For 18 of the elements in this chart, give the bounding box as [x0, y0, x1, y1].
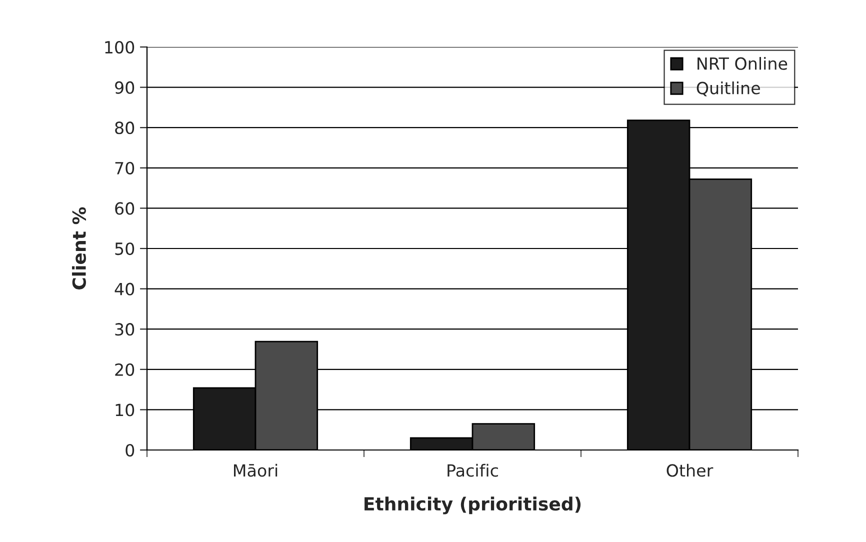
- y-tick-label: 60: [115, 202, 134, 215]
- y-tick-label: 20: [115, 363, 134, 376]
- y-tick-label: 0: [126, 444, 134, 457]
- y-tick-label: 80: [115, 122, 134, 134]
- legend-label: Quitline: [696, 81, 760, 96]
- y-tick-label: 50: [115, 242, 134, 256]
- y-tick-label: 90: [115, 81, 134, 94]
- y-tick-label: 30: [115, 323, 134, 336]
- y-axis-title: Client %: [72, 207, 86, 290]
- y-tick-label: 70: [115, 162, 134, 174]
- x-tick-label: Māori: [234, 464, 278, 477]
- y-tick-label: 40: [114, 282, 134, 296]
- legend-label: NRT Online: [698, 57, 788, 70]
- y-tick-label: 10: [116, 404, 134, 416]
- x-tick-label: Other: [666, 464, 714, 477]
- y-tick-label: 100: [105, 40, 134, 54]
- x-tick-label: Pacific: [448, 464, 498, 477]
- x-axis-title: Ethnicity (prioritised): [364, 496, 581, 514]
